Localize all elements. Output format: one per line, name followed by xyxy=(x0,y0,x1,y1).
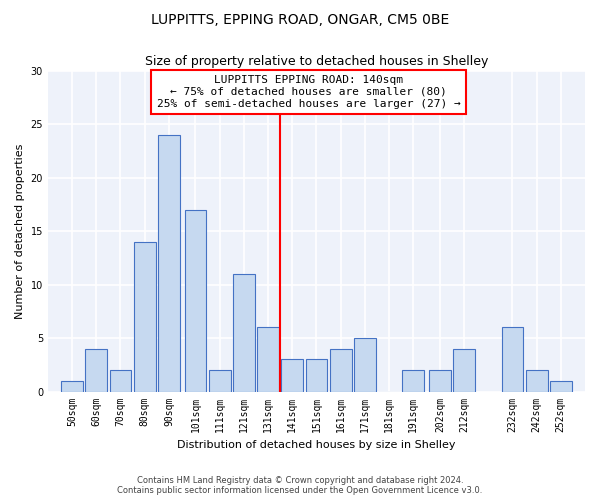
Bar xyxy=(257,328,279,392)
Bar xyxy=(502,328,523,392)
Bar xyxy=(354,338,376,392)
Bar xyxy=(134,242,155,392)
Text: LUPPITTS, EPPING ROAD, ONGAR, CM5 0BE: LUPPITTS, EPPING ROAD, ONGAR, CM5 0BE xyxy=(151,12,449,26)
Bar xyxy=(85,349,107,392)
Bar xyxy=(305,360,328,392)
Bar xyxy=(233,274,255,392)
Bar xyxy=(550,381,572,392)
Bar xyxy=(526,370,548,392)
Bar xyxy=(61,381,83,392)
Text: Contains HM Land Registry data © Crown copyright and database right 2024.
Contai: Contains HM Land Registry data © Crown c… xyxy=(118,476,482,495)
X-axis label: Distribution of detached houses by size in Shelley: Distribution of detached houses by size … xyxy=(177,440,456,450)
Bar xyxy=(209,370,230,392)
Text: LUPPITTS EPPING ROAD: 140sqm
← 75% of detached houses are smaller (80)
25% of se: LUPPITTS EPPING ROAD: 140sqm ← 75% of de… xyxy=(157,76,460,108)
Title: Size of property relative to detached houses in Shelley: Size of property relative to detached ho… xyxy=(145,55,488,68)
Bar xyxy=(158,135,180,392)
Y-axis label: Number of detached properties: Number of detached properties xyxy=(15,144,25,318)
Bar xyxy=(453,349,475,392)
Bar xyxy=(403,370,424,392)
Bar xyxy=(185,210,206,392)
Bar xyxy=(330,349,352,392)
Bar xyxy=(429,370,451,392)
Bar xyxy=(110,370,131,392)
Bar xyxy=(281,360,303,392)
